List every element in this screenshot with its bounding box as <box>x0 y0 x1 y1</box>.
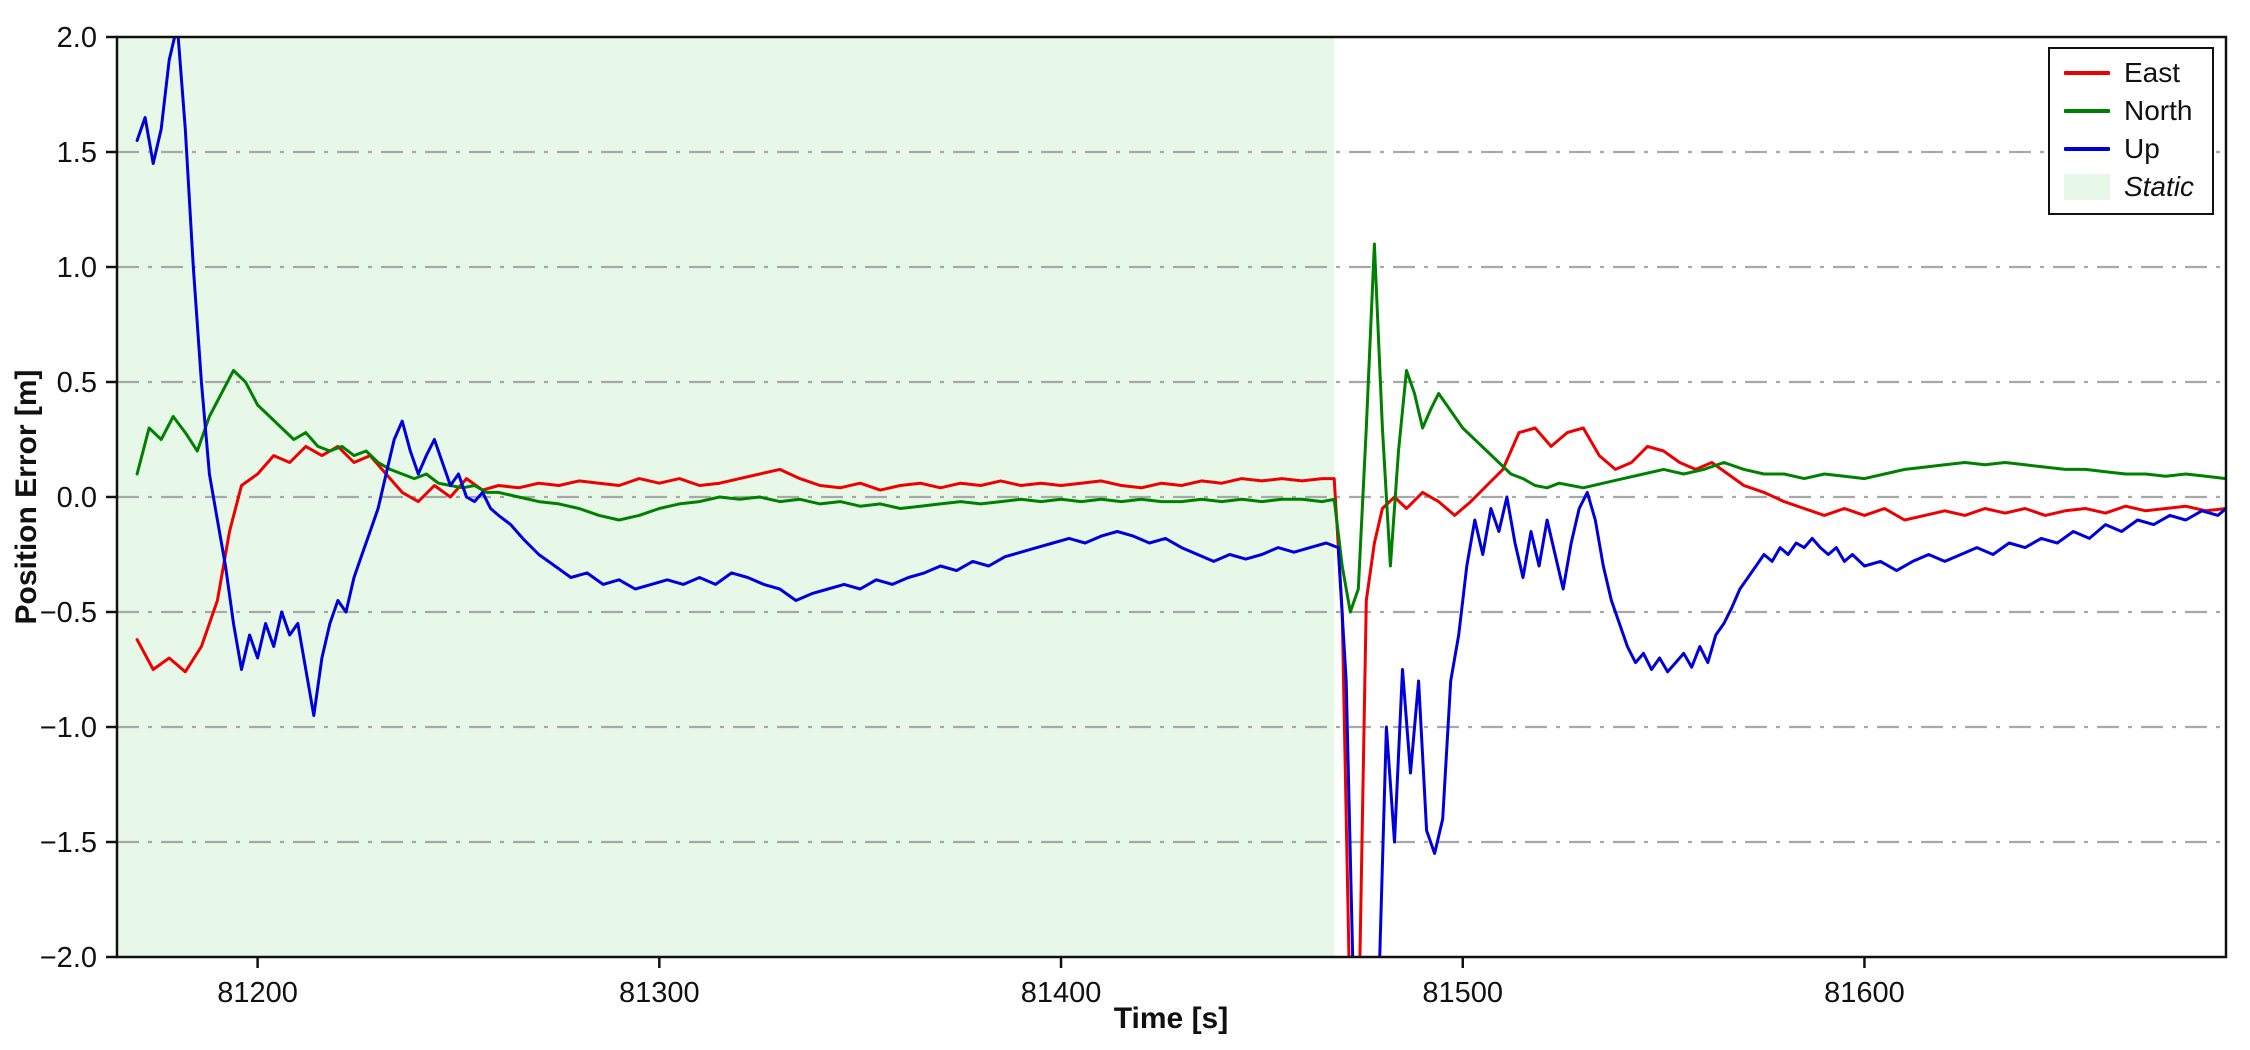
x-tick-label: 81600 <box>1824 977 1905 1009</box>
y-tick-label: −0.5 <box>40 597 97 629</box>
legend-label-static: Static <box>2123 171 2194 202</box>
series-line-up <box>135 37 2226 957</box>
y-tick-label: 0.0 <box>57 482 97 514</box>
y-tick-label: 0.5 <box>57 367 97 399</box>
legend-swatch-up <box>2063 147 2110 151</box>
legend-item-east: East <box>2063 57 2194 89</box>
x-tick-label: 81300 <box>619 977 700 1009</box>
y-tick-label: 2.0 <box>57 22 97 54</box>
legend-label-east: East <box>2123 57 2180 88</box>
legend-swatch-static <box>2063 174 2110 200</box>
x-tick-label: 81500 <box>1422 977 1503 1009</box>
y-tick-label: 1.5 <box>57 137 97 169</box>
legend-item-static: Static <box>2063 171 2194 203</box>
series-line-east <box>135 426 2226 957</box>
x-tick-label: 81200 <box>217 977 298 1009</box>
legend-label-up: Up <box>2123 133 2160 164</box>
series-line-north <box>135 242 2226 614</box>
axis-ticks <box>106 35 1866 968</box>
y-tick-label: −1.5 <box>40 827 97 859</box>
legend-swatch-north <box>2063 109 2110 113</box>
y-tick-label: 1.0 <box>57 252 97 284</box>
y-tick-label: −2.0 <box>40 942 97 974</box>
legend-item-north: North <box>2063 95 2194 127</box>
series-lines <box>135 37 2226 957</box>
legend-label-north: North <box>2123 95 2193 126</box>
y-tick-label: −1.0 <box>40 712 97 744</box>
tick-labels: 81200 81300 81400 81500 81600 −2.0 −1.5 −1.0 −0.… <box>40 22 1905 1009</box>
legend-swatch-east <box>2063 71 2110 75</box>
legend-item-up: Up <box>2063 133 2194 165</box>
y-axis-label: Position Error [m] <box>10 369 43 624</box>
legend: East North Up Static <box>2047 47 2214 215</box>
x-axis-label: Time [s] <box>1114 1002 1228 1035</box>
x-tick-label: 81400 <box>1021 977 1102 1009</box>
plot-border <box>115 35 2228 959</box>
